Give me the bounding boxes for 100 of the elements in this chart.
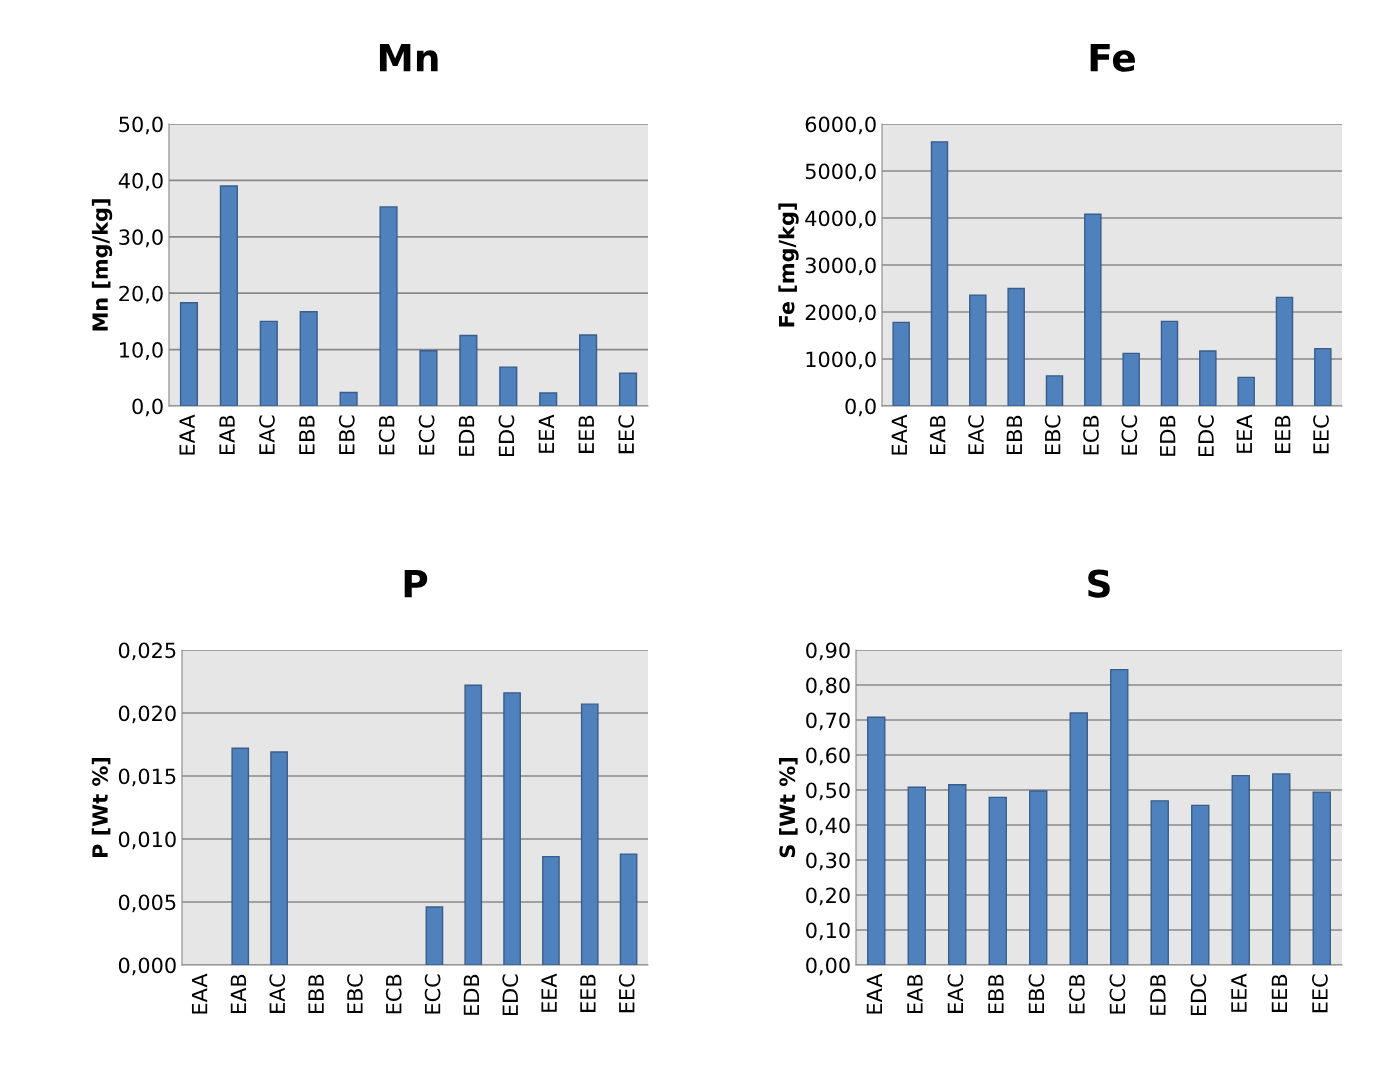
x-tick-label: EEC: [1313, 415, 1329, 454]
x-tick-label: EBB: [988, 974, 1004, 1014]
bar: [179, 302, 199, 406]
bar: [579, 334, 598, 406]
y-tick-label: 0,020: [118, 705, 176, 724]
bar: [619, 853, 638, 965]
x-tick-label: EBB: [308, 974, 324, 1014]
x-tick-label: EBB: [1006, 415, 1022, 455]
bar: [1007, 287, 1025, 406]
bar: [1160, 320, 1179, 406]
x-tick-label: EBB: [299, 415, 315, 455]
y-tick-label: 6000,0: [805, 116, 876, 135]
bar: [270, 751, 288, 965]
bar: [1231, 774, 1250, 965]
bar: [1150, 800, 1169, 965]
bar: [1045, 375, 1064, 406]
bar: [1029, 790, 1048, 965]
x-tick-label: EDB: [1150, 974, 1166, 1015]
bar: [1199, 350, 1217, 406]
x-tick-label: EAC: [968, 415, 984, 454]
y-axis-title: P [Wt %]: [91, 757, 111, 857]
bar: [231, 747, 250, 965]
x-tick-label: EEC: [618, 974, 635, 1013]
chart-title: S: [1088, 569, 1110, 598]
bar: [499, 366, 518, 406]
x-tick-label: ECC: [1109, 974, 1126, 1014]
x-tick-label: EAB: [930, 415, 946, 454]
x-tick-label: ECB: [1069, 974, 1085, 1014]
x-tick-label: EDB: [458, 415, 475, 456]
y-tick-label: 0,010: [118, 831, 176, 850]
bar: [930, 141, 949, 406]
x-tick-label: EAA: [891, 414, 907, 455]
bar: [892, 321, 910, 406]
bar: [419, 350, 438, 406]
y-tick-label: 0,50: [806, 782, 850, 801]
x-tick-label: EAB: [219, 415, 235, 454]
x-tick-label: EEA: [538, 414, 554, 453]
chart-title: P: [404, 569, 428, 598]
bar: [1084, 213, 1102, 406]
bar: [464, 684, 483, 965]
bar: [219, 185, 238, 406]
y-tick-label: 50,0: [119, 116, 163, 135]
bar: [618, 372, 638, 406]
bar: [1069, 712, 1088, 965]
bar: [1275, 296, 1294, 406]
bar: [259, 320, 278, 406]
x-tick-label: EAC: [947, 974, 964, 1013]
x-tick-label: ECB: [378, 415, 395, 455]
y-tick-label: 0,00: [806, 957, 850, 976]
bar: [867, 716, 886, 965]
y-axis-title: Mn [mg/kg]: [91, 199, 113, 331]
x-tick-label: EAA: [179, 414, 195, 455]
bar: [580, 703, 599, 965]
y-tick-label: 10,0: [120, 342, 163, 360]
bar: [1272, 773, 1291, 965]
x-tick-label: ECC: [418, 415, 435, 455]
bar: [503, 692, 521, 965]
x-tick-label: EBC: [347, 974, 363, 1013]
bar: [542, 855, 560, 965]
y-tick-label: 0,025: [118, 642, 176, 661]
y-tick-label: 0,40: [806, 817, 850, 836]
y-axis-title: Fe [mg/kg]: [778, 203, 799, 327]
y-tick-label: 0,0: [845, 398, 876, 417]
x-tick-label: EDB: [463, 974, 479, 1015]
bar: [969, 294, 987, 406]
x-tick-label: EDC: [1198, 415, 1214, 457]
y-tick-label: 0,20: [806, 887, 850, 906]
y-tick-label: 40,0: [118, 172, 163, 191]
bar: [425, 906, 444, 965]
x-tick-label: EEB: [578, 415, 594, 453]
x-tick-label: EEB: [1271, 974, 1287, 1012]
bar: [1110, 668, 1129, 965]
x-tick-label: ECB: [1083, 415, 1099, 455]
bar: [1191, 804, 1210, 965]
bar: [948, 784, 967, 965]
x-tick-label: EAC: [269, 974, 286, 1013]
y-tick-label: 20,0: [119, 285, 163, 304]
x-tick-label: EEC: [618, 415, 635, 454]
x-tick-label: EAC: [259, 415, 275, 454]
x-tick-label: EEB: [1275, 415, 1291, 453]
bar: [539, 392, 558, 406]
y-tick-label: 0,90: [806, 642, 850, 661]
x-tick-label: EDB: [1160, 415, 1176, 456]
bar: [988, 796, 1007, 965]
y-tick-label: 0,60: [806, 747, 850, 766]
x-tick-label: EAB: [230, 974, 246, 1013]
bar: [459, 334, 478, 406]
y-tick-label: 5000,0: [805, 163, 876, 182]
x-tick-label: EEC: [1312, 974, 1328, 1013]
bar: [299, 311, 318, 406]
x-tick-label: EAB: [907, 974, 923, 1013]
y-tick-label: 3000,0: [805, 257, 876, 276]
x-tick-label: EBC: [1028, 974, 1045, 1013]
x-tick-label: EAA: [866, 973, 882, 1014]
x-tick-label: EDC: [498, 415, 515, 457]
x-tick-label: EEA: [541, 973, 557, 1012]
y-tick-label: 0,005: [118, 894, 176, 913]
x-tick-label: EDC: [1190, 974, 1207, 1016]
x-tick-label: EBC: [338, 415, 355, 454]
x-tick-label: EEA: [1236, 414, 1252, 453]
